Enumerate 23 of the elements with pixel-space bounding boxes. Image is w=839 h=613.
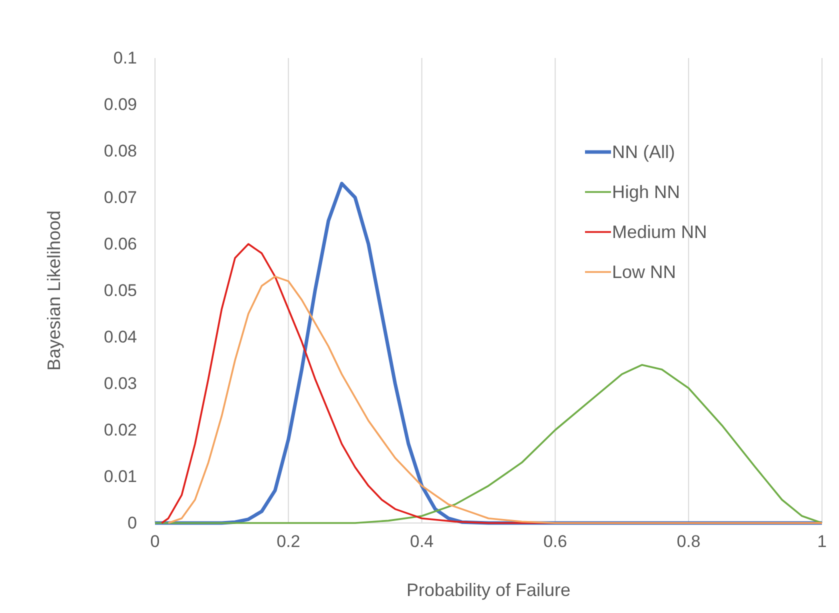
- x-tick-label: 0.4: [410, 532, 434, 552]
- y-tick-label: 0.08: [104, 141, 137, 160]
- x-axis-title: Probability of Failure: [406, 580, 571, 600]
- y-tick-label: 0.02: [104, 420, 137, 440]
- x-tick-label: 1: [817, 532, 827, 552]
- x-tick-label: 0.2: [276, 532, 300, 552]
- legend-label: Low NN: [612, 262, 676, 282]
- legend-label: NN (All): [612, 142, 675, 162]
- y-tick-label: 0.1: [113, 48, 137, 68]
- y-tick-label: 0.05: [104, 280, 137, 300]
- y-axis-title: Bayesian Likelihood: [44, 210, 64, 371]
- y-tick-label: 0.03: [104, 374, 137, 393]
- y-tick-label: 0.04: [104, 327, 137, 346]
- x-tick-label: 0: [150, 532, 160, 552]
- legend-label: Medium NN: [612, 222, 708, 242]
- y-tick-label: 0.07: [104, 188, 137, 207]
- x-tick-label: 0.6: [543, 532, 568, 552]
- legend-label: High NN: [612, 182, 680, 202]
- y-tick-label: 0.09: [104, 94, 137, 114]
- y-tick-label: 0.06: [104, 234, 137, 254]
- y-tick-label: 0.01: [104, 466, 137, 486]
- y-tick-label: 0: [128, 513, 137, 532]
- x-tick-label: 0.8: [676, 532, 700, 552]
